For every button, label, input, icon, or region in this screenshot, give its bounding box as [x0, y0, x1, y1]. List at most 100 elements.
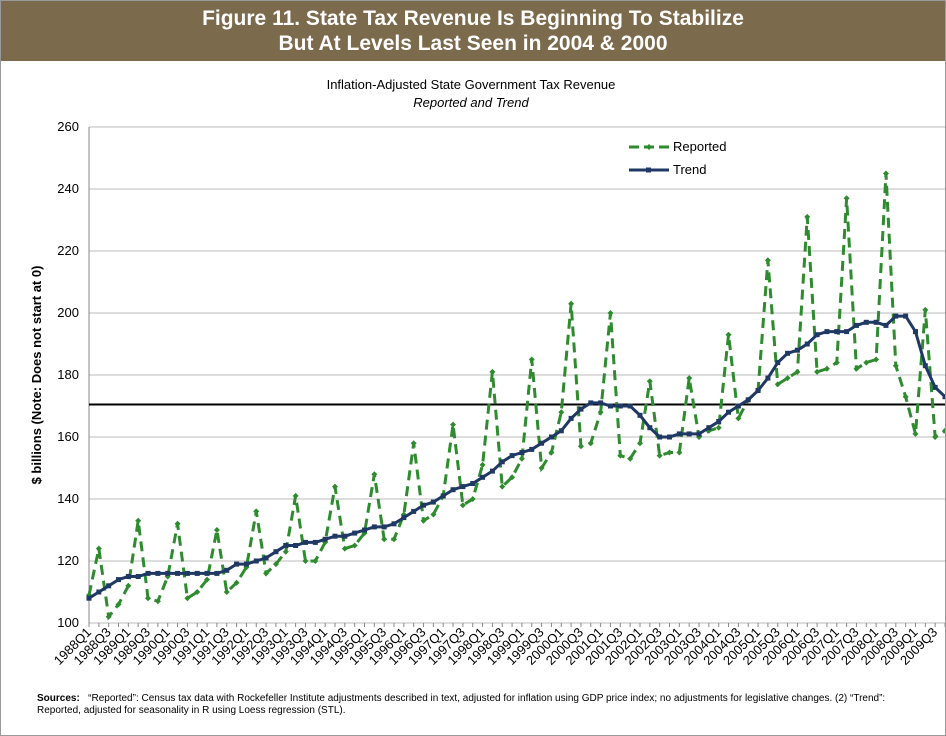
data-point	[361, 527, 367, 533]
data-point	[293, 543, 299, 548]
legend-label: Reported	[673, 139, 726, 154]
data-point	[814, 368, 821, 375]
data-point	[725, 331, 732, 338]
data-point	[558, 409, 565, 416]
data-point	[656, 452, 663, 459]
chart-title: Inflation-Adjusted State Government Tax …	[327, 77, 616, 92]
data-point	[184, 595, 191, 602]
data-point	[823, 365, 830, 372]
data-point	[381, 524, 387, 530]
data-point	[165, 570, 171, 576]
data-point	[489, 368, 496, 375]
data-point	[125, 582, 132, 589]
data-point	[775, 360, 781, 366]
data-point	[834, 329, 840, 335]
data-point	[932, 434, 939, 440]
data-point	[282, 548, 289, 555]
data-point	[499, 459, 505, 465]
data-point	[145, 595, 152, 602]
data-point	[548, 449, 555, 456]
data-point	[558, 428, 564, 434]
data-point	[715, 424, 722, 431]
data-point	[391, 536, 398, 543]
data-point	[794, 347, 800, 353]
data-point	[636, 440, 643, 447]
data-point	[824, 329, 830, 335]
data-point	[450, 487, 456, 493]
y-axis-label: $ billions (Note: Does not start at 0)	[29, 266, 44, 485]
data-point	[410, 440, 417, 447]
data-point	[401, 515, 407, 521]
data-point	[135, 517, 142, 524]
data-point	[764, 257, 771, 264]
legend-marker	[646, 167, 651, 173]
data-point	[470, 481, 476, 486]
data-point	[420, 517, 427, 524]
data-point	[617, 452, 624, 459]
data-point	[716, 419, 722, 424]
data-point	[785, 350, 791, 356]
data-point	[833, 359, 840, 366]
y-tick-label: 260	[57, 119, 79, 134]
data-point	[676, 431, 682, 437]
data-point	[430, 499, 436, 505]
data-point	[588, 400, 594, 406]
data-point	[272, 561, 279, 568]
series-line	[87, 173, 945, 621]
data-point	[912, 329, 918, 335]
data-point	[922, 363, 928, 369]
data-point	[194, 570, 200, 576]
data-point	[459, 502, 466, 509]
data-point	[135, 574, 141, 579]
data-point	[342, 533, 348, 539]
y-tick-label: 200	[57, 305, 79, 320]
data-point	[224, 567, 230, 573]
data-point	[371, 524, 377, 530]
data-point	[86, 595, 92, 601]
data-point	[657, 434, 663, 440]
data-point	[873, 356, 880, 363]
header-title: Figure 11. State Tax Revenue Is Beginnin…	[202, 7, 744, 30]
data-point	[460, 484, 466, 490]
data-point	[853, 322, 859, 328]
data-point	[942, 427, 945, 434]
data-point	[518, 455, 525, 462]
y-tick-label: 140	[57, 491, 79, 506]
data-point	[499, 483, 506, 490]
data-point	[283, 543, 289, 548]
data-point	[115, 601, 122, 608]
data-point	[213, 527, 220, 533]
data-point	[568, 415, 574, 421]
data-point	[352, 530, 358, 536]
data-point	[578, 406, 584, 412]
data-point	[804, 213, 811, 220]
data-point	[292, 492, 299, 499]
data-point	[430, 511, 437, 518]
data-point	[548, 434, 554, 440]
data-point	[174, 520, 181, 527]
series-line	[88, 314, 945, 600]
y-tick-label: 160	[57, 429, 79, 444]
data-point	[577, 443, 584, 450]
sources-text: “Reported”: Census tax data with Rockefe…	[37, 693, 886, 716]
legend-label: Trend	[673, 162, 706, 177]
data-point	[696, 431, 702, 437]
data-point	[863, 319, 869, 325]
y-tick-label: 220	[57, 243, 79, 258]
data-point	[322, 536, 328, 542]
data-point	[184, 570, 190, 576]
data-point	[942, 394, 945, 400]
data-point	[902, 393, 909, 400]
data-point	[587, 440, 594, 447]
data-point	[804, 341, 810, 347]
data-point	[302, 558, 309, 564]
data-point	[223, 589, 230, 595]
data-point	[421, 502, 427, 508]
y-tick-label: 240	[57, 181, 79, 196]
data-point	[243, 561, 249, 567]
chart: Inflation-Adjusted State Government Tax …	[29, 77, 945, 668]
data-point	[479, 461, 486, 468]
data-point	[469, 496, 476, 502]
data-point	[784, 375, 791, 382]
